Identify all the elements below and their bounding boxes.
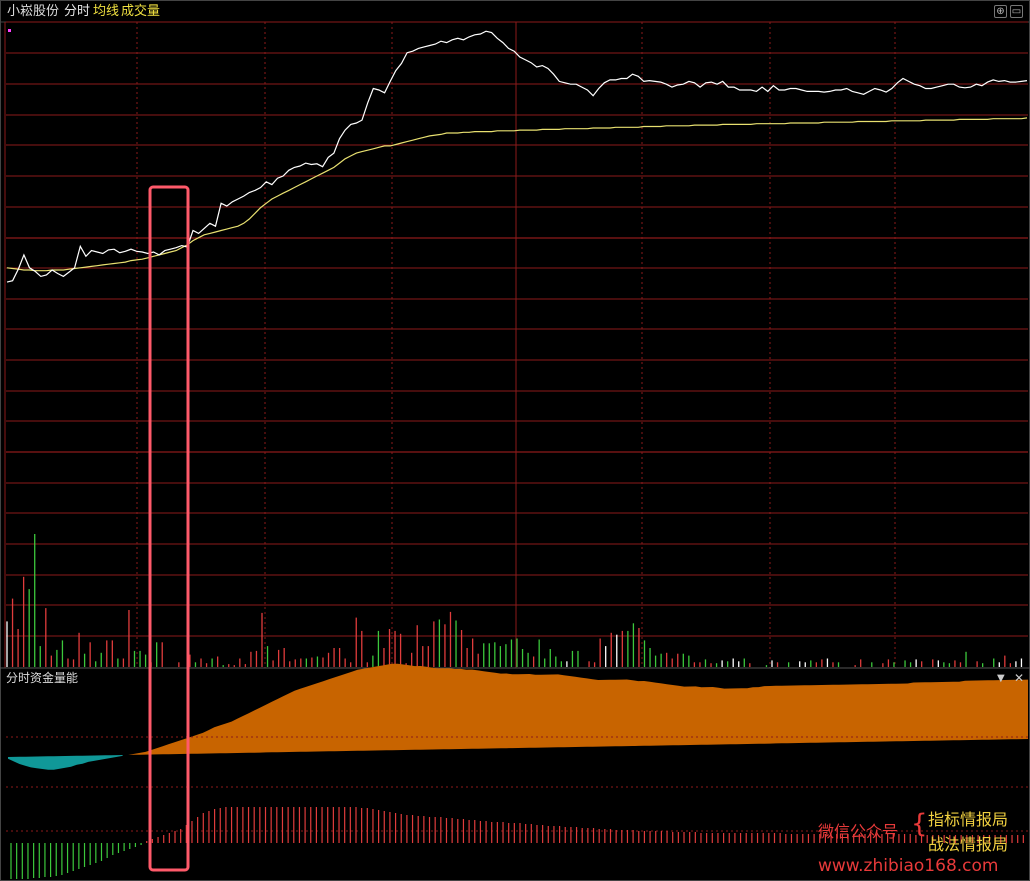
fund-flow-negative	[8, 755, 123, 770]
window-restore-icon[interactable]: ▭	[1010, 5, 1023, 18]
window-maximize-icon[interactable]: ⊕	[994, 5, 1007, 18]
price-grid	[6, 21, 1028, 669]
highlight-box	[148, 185, 190, 872]
stock-name: 小崧股份	[7, 4, 60, 19]
fund-flow-area	[6, 663, 1029, 832]
watermark-brace: {	[911, 809, 928, 839]
close-icon[interactable]: ✕	[1014, 671, 1025, 685]
price-lines	[6, 30, 1028, 283]
lower-panel-title: 分时资金量能	[6, 671, 79, 685]
fund-flow-positive	[128, 663, 1029, 755]
fund-momentum-bars	[10, 807, 1024, 879]
watermark-name-2: 战法情报局	[928, 835, 1009, 854]
watermark-name-1: 指标情报局	[928, 810, 1009, 829]
avg-line-label[interactable]: 均线	[93, 4, 120, 19]
volume-label[interactable]: 成交量	[121, 4, 161, 19]
indicator-dot	[8, 29, 11, 32]
avg-price-line	[6, 117, 1028, 272]
watermark-url: www.zhibiao168.com	[818, 856, 999, 876]
volume-bars	[6, 534, 1023, 667]
tab-intraday[interactable]: 分时	[64, 4, 91, 19]
dropdown-triangle-icon[interactable]: ▼	[997, 673, 1005, 684]
watermark-wechat: 微信公众号	[818, 822, 899, 841]
price-line	[6, 30, 1028, 283]
